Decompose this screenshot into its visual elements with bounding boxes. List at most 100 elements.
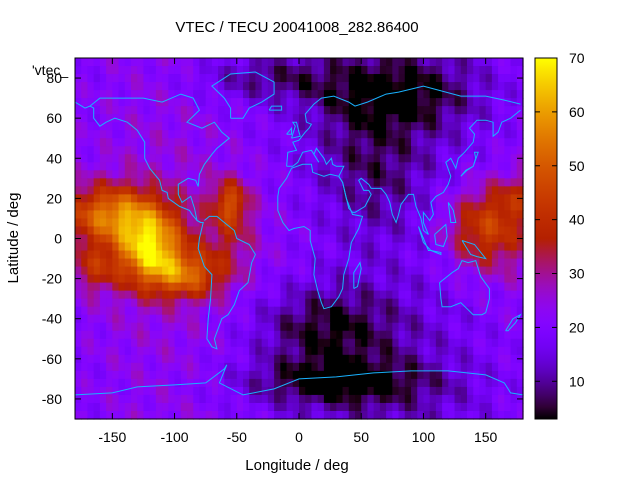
heatmap-cell bbox=[274, 130, 281, 139]
heatmap-cell bbox=[454, 122, 462, 131]
heatmap-cell bbox=[131, 282, 138, 292]
heatmap-cell bbox=[498, 218, 505, 228]
heatmap-cell bbox=[137, 346, 145, 356]
heatmap-cell bbox=[336, 218, 344, 228]
heatmap-cell bbox=[398, 162, 406, 171]
heatmap-cell bbox=[81, 274, 89, 284]
heatmap-cell bbox=[423, 106, 431, 115]
heatmap-cell bbox=[454, 82, 462, 91]
heatmap-cell bbox=[355, 354, 362, 364]
heatmap-cell bbox=[467, 170, 474, 179]
heatmap-cell bbox=[311, 82, 319, 91]
heatmap-cell bbox=[193, 162, 201, 171]
heatmap-cell bbox=[398, 298, 406, 308]
heatmap-cell bbox=[174, 202, 182, 212]
heatmap-cell bbox=[99, 226, 107, 236]
heatmap-cell bbox=[435, 346, 443, 356]
heatmap-cell bbox=[118, 194, 126, 203]
heatmap-cell bbox=[106, 370, 113, 380]
x-tick-label: 50 bbox=[353, 429, 369, 445]
heatmap-cell bbox=[124, 362, 132, 372]
heatmap-cell bbox=[392, 298, 400, 308]
heatmap-cell bbox=[230, 402, 238, 412]
heatmap-cell bbox=[112, 410, 120, 420]
heatmap-cell bbox=[473, 410, 481, 420]
heatmap-cell bbox=[155, 234, 163, 244]
heatmap-cell bbox=[392, 210, 400, 220]
heatmap-cell bbox=[367, 90, 375, 99]
heatmap-cell bbox=[323, 266, 331, 276]
heatmap-cell bbox=[379, 306, 387, 316]
heatmap-cell bbox=[299, 354, 306, 364]
heatmap-cell bbox=[180, 114, 188, 123]
heatmap-cell bbox=[249, 346, 257, 356]
heatmap-cell bbox=[491, 338, 499, 348]
heatmap-cell bbox=[81, 370, 89, 380]
heatmap-cell bbox=[187, 346, 194, 356]
heatmap-cell bbox=[423, 66, 431, 75]
heatmap-cell bbox=[404, 394, 412, 404]
heatmap-cell bbox=[311, 226, 319, 236]
heatmap-cell bbox=[286, 74, 294, 83]
heatmap-cell bbox=[180, 202, 188, 212]
heatmap-cell bbox=[224, 258, 232, 268]
heatmap-cell bbox=[448, 114, 456, 123]
heatmap-cell bbox=[491, 242, 499, 252]
heatmap-cell bbox=[467, 90, 474, 99]
coastline bbox=[286, 126, 292, 135]
heatmap-cell bbox=[435, 90, 443, 99]
heatmap-cell bbox=[255, 74, 263, 83]
heatmap-cell bbox=[355, 266, 362, 276]
heatmap-cell bbox=[149, 266, 157, 276]
heatmap-cell bbox=[311, 58, 319, 67]
heatmap-cell bbox=[379, 266, 387, 276]
heatmap-cell bbox=[317, 218, 325, 228]
heatmap-cell bbox=[124, 146, 132, 155]
heatmap-cell bbox=[348, 314, 356, 324]
heatmap-cell bbox=[305, 178, 313, 187]
heatmap-cell bbox=[467, 162, 474, 171]
heatmap-cell bbox=[411, 306, 418, 316]
heatmap-cell bbox=[93, 90, 101, 99]
heatmap-cell bbox=[473, 234, 481, 244]
heatmap-cell bbox=[516, 306, 524, 316]
heatmap-cell bbox=[355, 90, 362, 99]
heatmap-cell bbox=[398, 74, 406, 83]
heatmap-cell bbox=[479, 218, 487, 228]
heatmap-cell bbox=[355, 330, 362, 340]
heatmap-cell bbox=[491, 210, 499, 220]
heatmap-cell bbox=[93, 314, 101, 324]
heatmap-cell bbox=[249, 314, 257, 324]
heatmap-cell bbox=[411, 394, 418, 404]
heatmap-cell bbox=[429, 58, 437, 67]
heatmap-cell bbox=[280, 218, 288, 228]
heatmap-cell bbox=[218, 210, 225, 220]
heatmap-cell bbox=[355, 58, 362, 67]
heatmap-cell bbox=[417, 98, 425, 107]
heatmap-cell bbox=[516, 58, 524, 67]
heatmap-cell bbox=[373, 266, 381, 276]
heatmap-cell bbox=[199, 170, 207, 179]
heatmap-cell bbox=[392, 266, 400, 276]
heatmap-cell bbox=[392, 226, 400, 236]
heatmap-cell bbox=[211, 314, 219, 324]
heatmap-cell bbox=[317, 338, 325, 348]
heatmap-cell bbox=[473, 370, 481, 380]
heatmap-cell bbox=[267, 410, 275, 420]
heatmap-cell bbox=[348, 410, 356, 420]
heatmap-cell bbox=[516, 66, 524, 75]
heatmap-cell bbox=[460, 322, 468, 332]
heatmap-cell bbox=[498, 114, 505, 123]
heatmap-cell bbox=[137, 66, 145, 75]
heatmap-cell bbox=[510, 218, 518, 228]
heatmap-cell bbox=[267, 226, 275, 236]
heatmap-cell bbox=[174, 114, 182, 123]
heatmap-cell bbox=[311, 74, 319, 83]
heatmap-cell bbox=[485, 106, 493, 115]
heatmap-cell bbox=[75, 170, 82, 179]
heatmap-cell bbox=[336, 122, 344, 131]
heatmap-cell bbox=[467, 330, 474, 340]
heatmap-cell bbox=[361, 314, 369, 324]
heatmap-cell bbox=[311, 410, 319, 420]
heatmap-cell bbox=[504, 82, 512, 91]
